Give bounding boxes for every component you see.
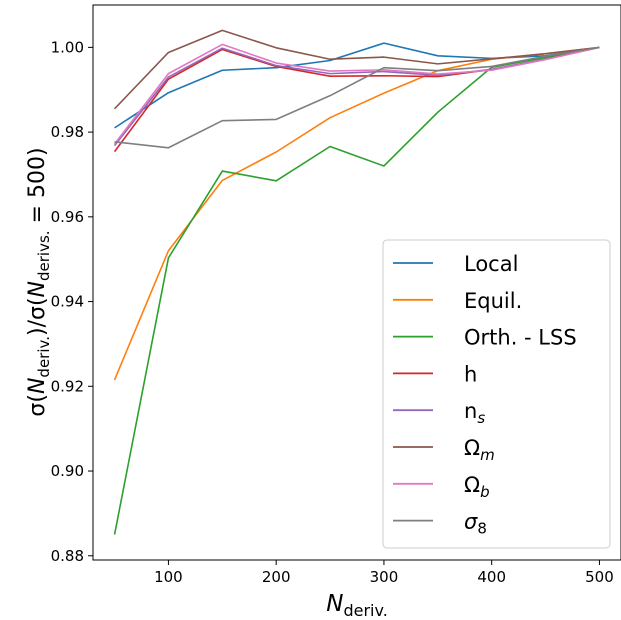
y-tick-label: 1.00 [51, 38, 84, 56]
series-line-4 [113, 46, 600, 147]
x-tick-label: 100 [154, 568, 183, 586]
x-axis-label: Nderiv. [326, 591, 388, 620]
x-tick-label: 300 [370, 568, 399, 586]
y-tick-label: 0.88 [51, 547, 84, 565]
x-tick-label: 500 [585, 568, 614, 586]
legend-label-6: Ωb [464, 473, 490, 501]
series-lines [113, 29, 600, 535]
x-tick-label: 400 [477, 568, 506, 586]
y-tick-label: 0.96 [51, 208, 84, 226]
series-line-2 [113, 46, 600, 535]
y-tick-label: 0.98 [51, 123, 84, 141]
plot-frame [92, 4, 621, 561]
y-tick-label: 0.90 [51, 462, 84, 480]
x-tick-label: 200 [262, 568, 291, 586]
legend-label-3: h [464, 362, 477, 386]
legend-frame [382, 239, 611, 549]
series-line-7 [114, 46, 600, 149]
legend: Local Equil. Orth. - LSS h ns Ωm Ωb σ8 [382, 239, 611, 549]
y-axis-label: σ(Nderiv.)/σ(Nderivs. = 500) [25, 147, 53, 416]
legend-label-0: Local [464, 252, 518, 276]
legend-label-2: Orth. - LSS [464, 326, 577, 350]
legend-label-4: ns [464, 399, 485, 427]
series-line-5 [113, 29, 600, 110]
legend-label-5: Ωm [464, 436, 495, 464]
y-axis: 0.88 0.90 0.92 0.94 0.96 0.98 1.00 [51, 38, 93, 565]
y-tick-label: 0.94 [51, 293, 84, 311]
legend-label-1: Equil. [464, 289, 522, 313]
series-line-6 [113, 43, 600, 145]
x-axis: 100 200 300 400 500 [154, 560, 614, 586]
y-tick-label: 0.92 [51, 377, 84, 395]
legend-label-7: σ8 [464, 510, 487, 538]
